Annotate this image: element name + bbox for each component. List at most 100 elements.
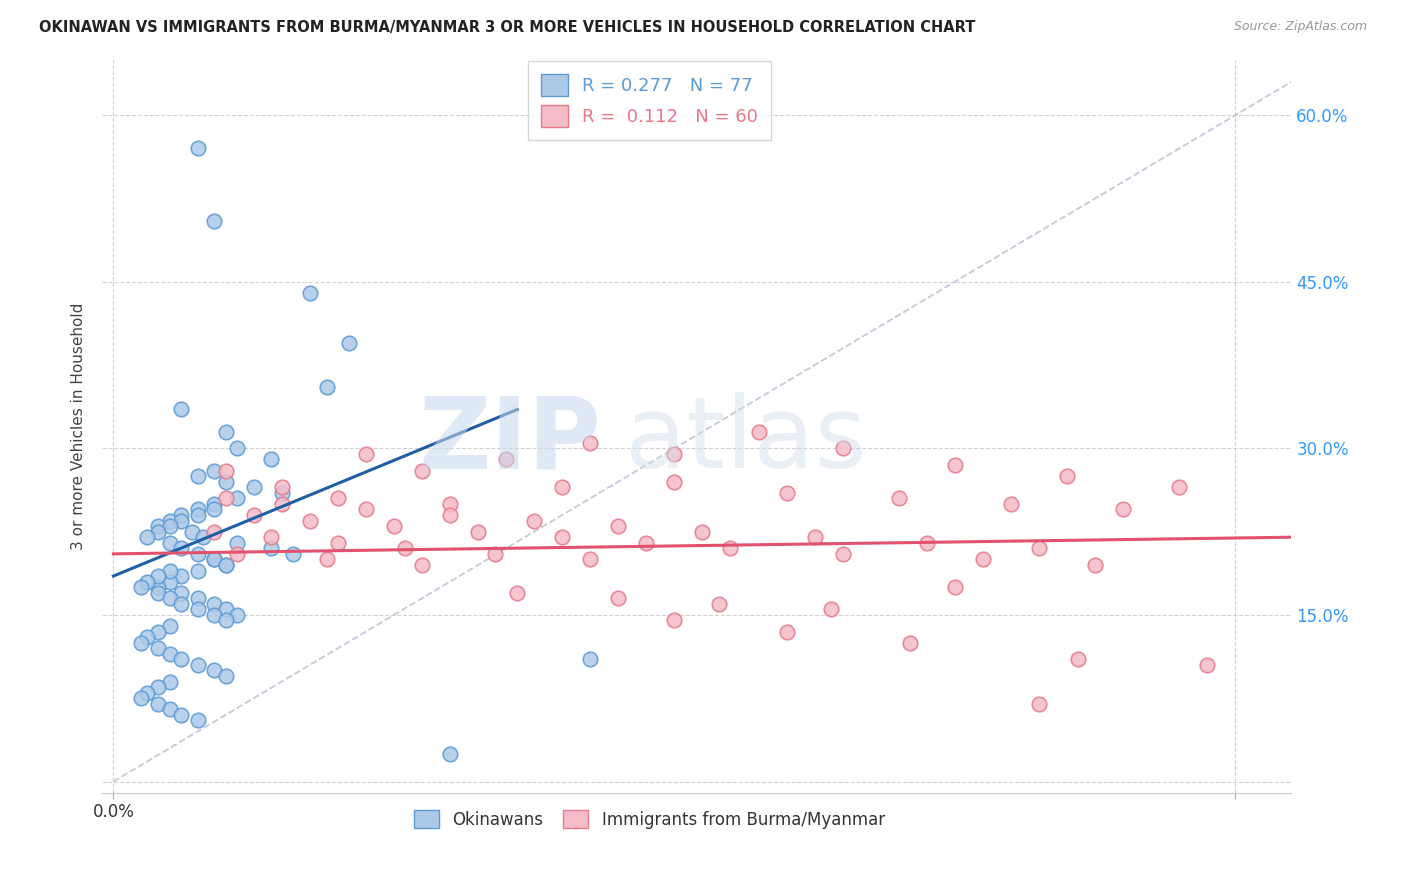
Point xyxy=(187,141,209,155)
Point xyxy=(607,591,630,606)
Point xyxy=(579,435,602,450)
Point xyxy=(131,580,153,594)
Point xyxy=(159,647,181,661)
Point xyxy=(187,714,209,728)
Point xyxy=(148,585,170,599)
Point xyxy=(225,547,247,561)
Point xyxy=(439,508,461,522)
Point xyxy=(148,524,170,539)
Legend: Okinawans, Immigrants from Burma/Myanmar: Okinawans, Immigrants from Burma/Myanmar xyxy=(408,804,891,836)
Point xyxy=(136,574,159,589)
Point xyxy=(187,469,209,483)
Point xyxy=(170,508,193,522)
Point xyxy=(720,541,742,556)
Point xyxy=(803,530,825,544)
Point xyxy=(202,597,225,611)
Point xyxy=(202,552,225,566)
Point xyxy=(170,402,193,417)
Point xyxy=(214,425,236,439)
Point xyxy=(136,686,159,700)
Point xyxy=(484,547,506,561)
Point xyxy=(664,475,686,489)
Point xyxy=(202,464,225,478)
Point xyxy=(202,502,225,516)
Point xyxy=(159,674,181,689)
Point xyxy=(136,630,159,644)
Point xyxy=(225,491,247,506)
Point xyxy=(315,380,337,394)
Point xyxy=(214,475,236,489)
Point xyxy=(242,508,264,522)
Point xyxy=(259,530,281,544)
Point xyxy=(259,541,281,556)
Point xyxy=(136,530,159,544)
Point xyxy=(1067,652,1090,666)
Point xyxy=(326,535,349,549)
Point xyxy=(159,574,181,589)
Point xyxy=(202,213,225,227)
Point xyxy=(607,519,630,533)
Point xyxy=(225,442,247,456)
Point xyxy=(242,480,264,494)
Point xyxy=(181,524,204,539)
Point xyxy=(467,524,489,539)
Text: Source: ZipAtlas.com: Source: ZipAtlas.com xyxy=(1233,20,1367,33)
Point xyxy=(692,524,714,539)
Point xyxy=(298,285,321,300)
Point xyxy=(394,541,416,556)
Point xyxy=(664,614,686,628)
Point xyxy=(943,580,966,594)
Point xyxy=(187,657,209,672)
Point xyxy=(214,602,236,616)
Point xyxy=(1112,502,1135,516)
Point xyxy=(214,669,236,683)
Point xyxy=(1197,657,1219,672)
Point xyxy=(1028,541,1050,556)
Point xyxy=(748,425,770,439)
Point xyxy=(579,552,602,566)
Point xyxy=(187,602,209,616)
Point xyxy=(1056,469,1078,483)
Text: atlas: atlas xyxy=(626,392,868,490)
Point xyxy=(579,652,602,666)
Point xyxy=(636,535,658,549)
Point xyxy=(159,591,181,606)
Point xyxy=(270,497,292,511)
Point xyxy=(170,514,193,528)
Point xyxy=(506,585,529,599)
Point xyxy=(664,447,686,461)
Point xyxy=(193,530,215,544)
Point xyxy=(337,335,360,350)
Point xyxy=(170,569,193,583)
Point xyxy=(187,502,209,516)
Point xyxy=(820,602,842,616)
Text: ZIP: ZIP xyxy=(419,392,602,490)
Point xyxy=(382,519,405,533)
Point xyxy=(187,591,209,606)
Point xyxy=(281,547,304,561)
Point xyxy=(1028,697,1050,711)
Point xyxy=(887,491,910,506)
Point xyxy=(170,585,193,599)
Text: OKINAWAN VS IMMIGRANTS FROM BURMA/MYANMAR 3 OR MORE VEHICLES IN HOUSEHOLD CORREL: OKINAWAN VS IMMIGRANTS FROM BURMA/MYANMA… xyxy=(39,20,976,35)
Point xyxy=(709,597,731,611)
Point xyxy=(148,519,170,533)
Point xyxy=(439,747,461,761)
Point xyxy=(170,707,193,722)
Y-axis label: 3 or more Vehicles in Household: 3 or more Vehicles in Household xyxy=(72,302,86,549)
Point xyxy=(202,607,225,622)
Point xyxy=(1084,558,1107,572)
Point xyxy=(202,552,225,566)
Point xyxy=(1168,480,1191,494)
Point xyxy=(775,624,797,639)
Point xyxy=(898,636,921,650)
Point xyxy=(159,514,181,528)
Point xyxy=(187,564,209,578)
Point xyxy=(131,636,153,650)
Point xyxy=(298,514,321,528)
Point xyxy=(214,464,236,478)
Point xyxy=(148,624,170,639)
Point xyxy=(1000,497,1022,511)
Point xyxy=(170,652,193,666)
Point xyxy=(202,497,225,511)
